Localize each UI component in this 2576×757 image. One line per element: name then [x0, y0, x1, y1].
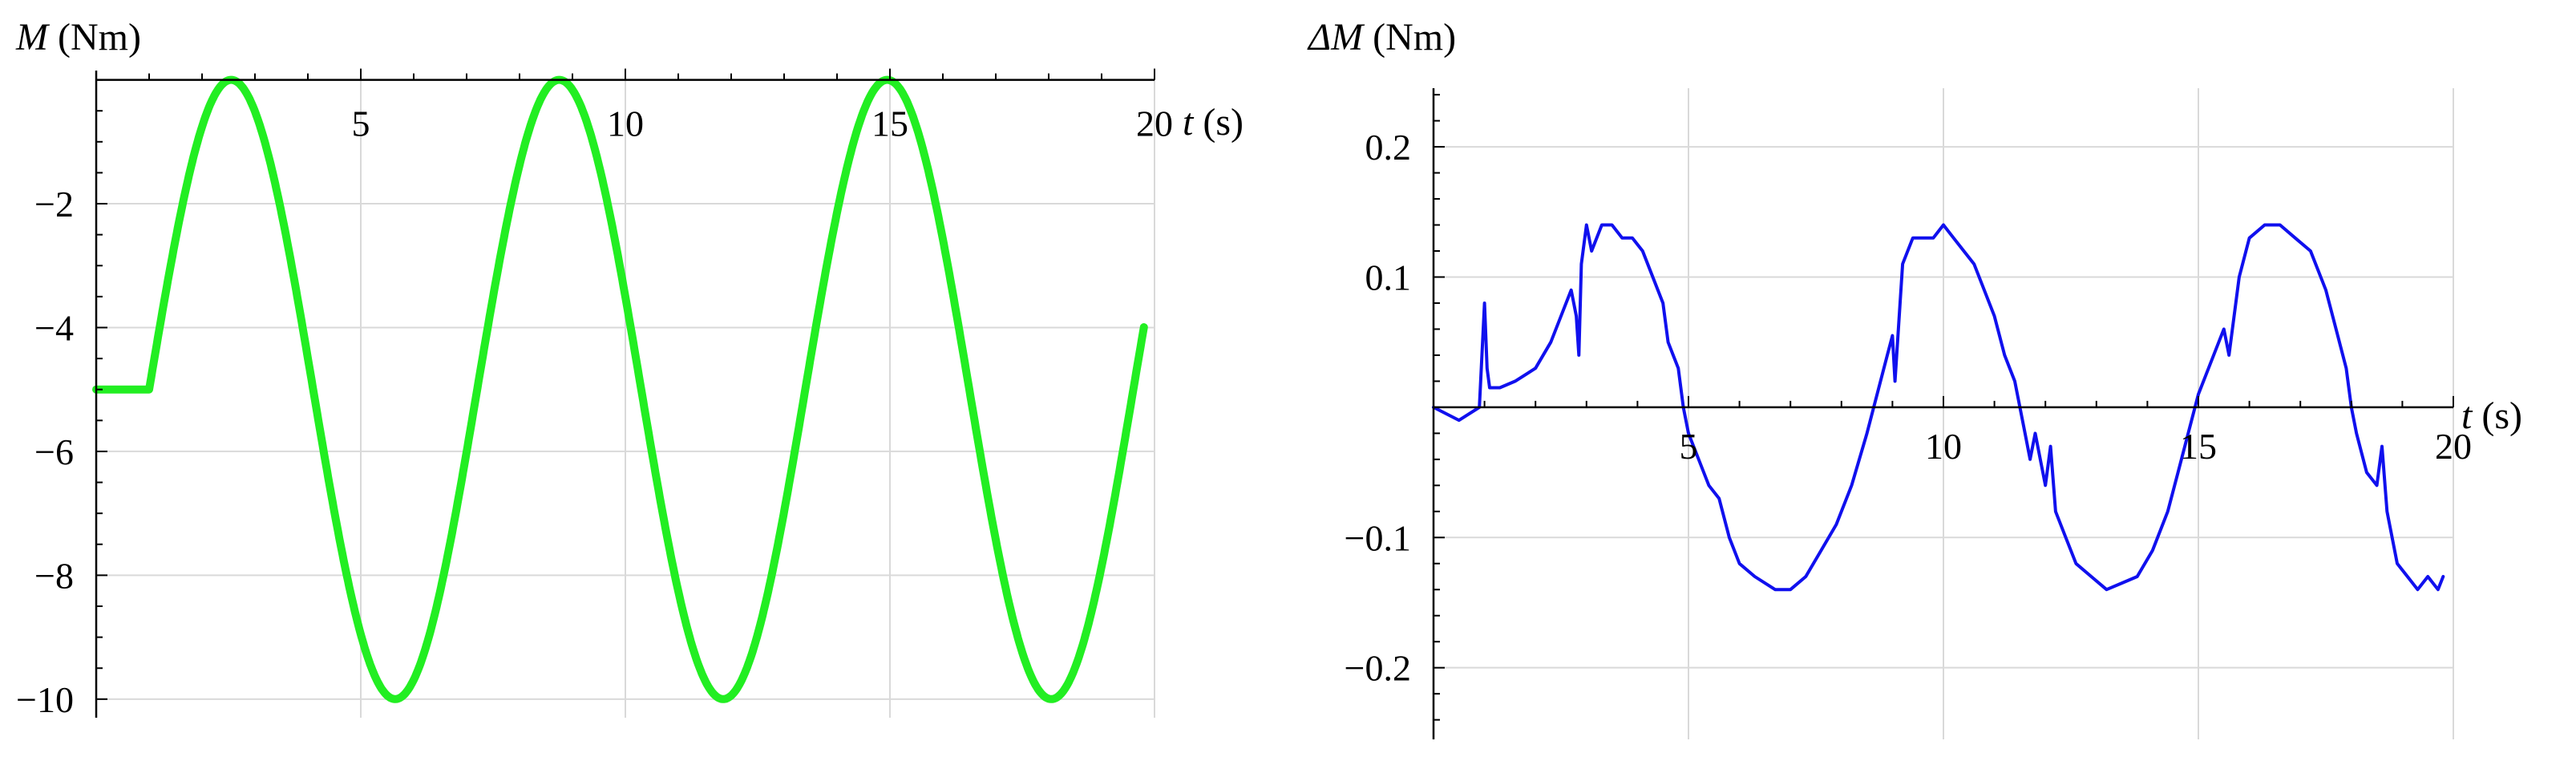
x-axis-title: t (s) [2461, 395, 2522, 437]
x-tick-label: 20 [1136, 103, 1173, 144]
y-axis-title: ΔM (Nm) [1307, 16, 1456, 59]
y-tick-label: −10 [16, 679, 74, 720]
x-axis-unit: (s) [1193, 101, 1244, 144]
x-axis-title: t (s) [1183, 101, 1244, 144]
x-tick-label: 15 [2180, 426, 2217, 467]
chart-torque-error: 5 10 15 20 0.2 0.1 −0.1 −0.2 ΔM (Nm) t (s) [1307, 16, 2522, 739]
y-tick-label: −6 [34, 431, 74, 472]
x-tick-label: 5 [1680, 426, 1698, 467]
grid-layer [1434, 88, 2454, 739]
y-tick-label: −2 [34, 184, 74, 225]
tick-label-layer: 5 10 15 20 −2 −4 −6 −8 −10 [16, 103, 1173, 720]
y-tick-label: −4 [34, 307, 74, 348]
axes-layer [95, 68, 1155, 718]
tick-label-layer: 5 10 15 20 0.2 0.1 −0.1 −0.2 [1345, 127, 2472, 689]
x-tick-label: 5 [352, 103, 370, 144]
x-tick-label: 20 [2435, 426, 2472, 467]
series-layer [1432, 223, 2445, 592]
grid-layer [96, 71, 1155, 718]
chart-torque: 5 10 15 20 −2 −4 −6 −8 −10 M (Nm) t (s) [15, 16, 1244, 720]
series-line-2 [92, 75, 1148, 703]
series-line-1 [95, 79, 1146, 701]
x-axis-variable: t [1183, 101, 1195, 144]
series-layer [92, 75, 1148, 703]
x-axis-unit: (s) [2472, 395, 2522, 437]
y-axis-variable: M [15, 16, 51, 59]
x-tick-label: 10 [607, 103, 644, 144]
series-line-1 [1432, 223, 2445, 592]
y-axis-unit: (Nm) [1363, 16, 1456, 59]
axes-layer [1432, 88, 2454, 739]
y-tick-label: −8 [34, 555, 74, 596]
y-axis-unit: (Nm) [48, 16, 141, 59]
y-tick-label: −0.2 [1345, 648, 1411, 689]
y-axis-title: M (Nm) [15, 16, 141, 59]
y-tick-label: 0.2 [1365, 127, 1412, 168]
x-tick-label: 15 [871, 103, 908, 144]
y-axis-variable: ΔM [1307, 16, 1365, 59]
x-axis-variable: t [2461, 395, 2473, 437]
y-tick-label: −0.1 [1345, 517, 1411, 558]
x-tick-label: 10 [1925, 426, 1962, 467]
y-tick-label: 0.1 [1365, 257, 1412, 298]
